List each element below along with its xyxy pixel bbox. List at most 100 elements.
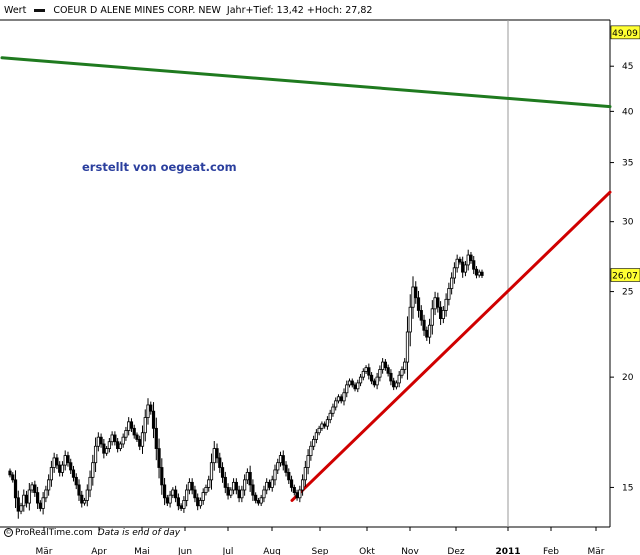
candle-body <box>69 462 73 471</box>
instrument-name: COEUR D ALENE MINES CORP. NEW <box>53 4 221 16</box>
candle-body <box>22 494 26 507</box>
x-tick-label: Mär <box>36 547 53 555</box>
candle-body <box>71 469 76 478</box>
candle-body <box>300 479 305 491</box>
price-label-text: 26,07 <box>612 272 638 282</box>
candle-body <box>198 500 203 507</box>
candle-body <box>179 505 183 509</box>
candle-body <box>256 500 261 504</box>
candle-body <box>386 367 390 374</box>
candle-body <box>281 455 285 466</box>
candle-body <box>223 476 227 488</box>
chart-footer: © ProRealTime.com Data is end of day <box>4 528 180 538</box>
candle-body <box>157 448 161 468</box>
candle-body <box>358 376 363 384</box>
candle-body <box>96 436 100 447</box>
candle-body <box>187 481 192 491</box>
y-axis-ticks: 15 20 25 30 35 40 45 <box>610 62 634 493</box>
price-label-box <box>610 268 640 282</box>
candle-body <box>74 476 78 486</box>
candle-body <box>237 489 241 499</box>
x-tick-label: Dez <box>447 547 464 555</box>
candle-body <box>477 271 481 276</box>
candle-body <box>463 264 468 273</box>
candle-body <box>146 404 150 418</box>
candle-body <box>325 419 330 427</box>
y-tick-label: 30 <box>622 218 634 228</box>
candle-body <box>99 436 103 445</box>
x-tick-label: Apr <box>91 547 107 555</box>
candle-body <box>309 445 313 456</box>
candle-body <box>107 441 111 449</box>
candle-body <box>212 448 216 464</box>
candle-body <box>314 432 318 440</box>
candle-body <box>347 380 352 386</box>
candle-body <box>458 258 462 263</box>
candle-body <box>441 310 445 319</box>
candle-body <box>444 298 448 311</box>
candle-body <box>259 497 263 504</box>
candle-body <box>229 489 233 496</box>
y-tick-label: 15 <box>622 483 633 493</box>
series-label: Wert <box>4 4 27 16</box>
legend-swatch <box>34 8 46 12</box>
candle-body <box>289 479 294 488</box>
candle-body <box>47 479 51 491</box>
candle-body <box>135 434 139 440</box>
candle-body <box>226 487 230 496</box>
candle-body <box>93 445 98 464</box>
x-tick-label: Feb <box>543 547 559 555</box>
candle-body <box>201 492 205 501</box>
candle-body <box>350 380 354 386</box>
candle-body <box>248 471 252 486</box>
x-tick-label: Mär <box>588 547 605 555</box>
candle-body <box>193 489 197 499</box>
candle-body <box>320 423 324 429</box>
candle-body <box>436 297 440 308</box>
candle-body <box>474 268 479 276</box>
candle-body <box>162 484 167 499</box>
candle-body <box>16 497 20 512</box>
candle-body <box>11 474 15 481</box>
candle-body <box>480 271 484 276</box>
candle-body <box>82 500 87 504</box>
candle-body <box>342 392 346 402</box>
candle-body <box>408 306 412 333</box>
candle-body <box>231 481 236 491</box>
candle-body <box>129 421 134 429</box>
candle-body <box>375 376 379 386</box>
candle-body <box>334 400 338 408</box>
candle-body <box>24 494 29 504</box>
candle-body <box>190 481 194 491</box>
candle-body <box>66 455 70 464</box>
candle-body <box>389 372 393 382</box>
candle-body <box>331 406 335 414</box>
candle-body <box>270 479 274 488</box>
candle-body <box>452 267 456 279</box>
y-tick-label: 25 <box>622 288 633 298</box>
candle-body <box>207 479 211 488</box>
candle-body <box>77 484 81 496</box>
candle-body <box>425 329 429 338</box>
price-label-text: 49,09 <box>612 29 638 39</box>
candle-body <box>403 361 407 370</box>
candle-body <box>110 434 114 443</box>
candle-body <box>243 479 247 491</box>
candle-body <box>196 497 200 507</box>
candle-body <box>469 254 473 262</box>
candle-body <box>132 427 136 436</box>
candle-body <box>143 417 147 434</box>
candle-body <box>251 484 255 496</box>
candle-body <box>284 464 288 473</box>
watermark-text: erstellt von oegeat.com <box>82 160 237 174</box>
y-tick-label: 20 <box>622 373 634 383</box>
candle-body <box>267 481 272 488</box>
candle-body <box>58 464 62 473</box>
candle-body <box>422 319 426 331</box>
candle-body <box>88 476 92 491</box>
footer-note: Data is end of day <box>97 528 181 538</box>
x-tick-label: Aug <box>263 547 281 555</box>
candle-body <box>336 396 341 402</box>
candle-body <box>171 489 175 496</box>
candle-body <box>383 361 387 369</box>
